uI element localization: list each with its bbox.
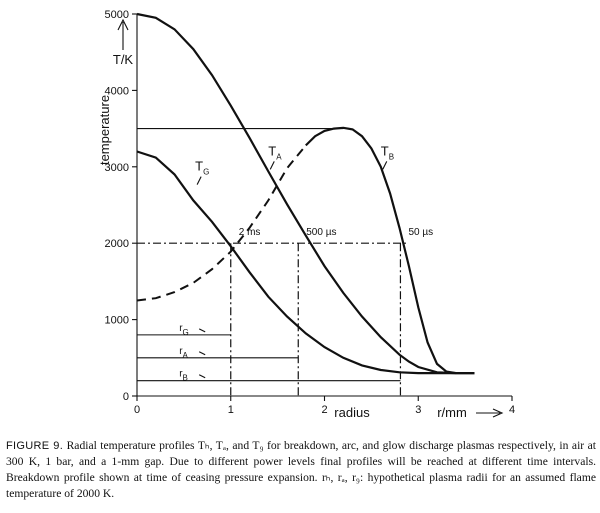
series-label: TB	[381, 143, 394, 161]
annotations	[137, 128, 409, 396]
y-tick-label: 5000	[105, 9, 129, 21]
y-tick-label: 4000	[105, 85, 129, 97]
series-line-tb-dashed	[136, 144, 307, 302]
y-axis-unit: T/K	[113, 52, 134, 67]
y-axis-label: temperature	[97, 95, 112, 165]
time-label: 2 ms	[239, 227, 261, 238]
x-unit-arrow	[476, 408, 504, 418]
time-label: 500 µs	[306, 227, 336, 238]
x-tick-label: 2	[321, 404, 327, 416]
labels: rG rA rB 2 ms 500 µs 50 µs TA TG TB	[179, 143, 433, 382]
series-label-leader	[196, 176, 202, 185]
y-tick-label: 1000	[105, 315, 129, 327]
x-tick-label: 3	[415, 404, 421, 416]
temperature-profile-chart: 0 1000 2000 3000 4000 5000 0 1 2 3 4 temperature T/K…	[97, 9, 515, 420]
series-line-ta	[136, 12, 475, 375]
y-tick-label: 3000	[105, 162, 129, 174]
radius-label-tick	[198, 351, 206, 356]
figure-caption: FIGURE 9. Radial temperature profiles Tₕ…	[6, 438, 596, 502]
radius-label: rB	[179, 369, 188, 383]
radius-label-tick	[198, 374, 206, 379]
series-label-leader	[382, 161, 388, 170]
x-axis-label: radius	[334, 405, 370, 420]
radius-label-tick	[198, 328, 206, 333]
series-line-tg	[136, 150, 475, 375]
series-label: TA	[268, 143, 282, 161]
x-tick-label: 4	[509, 404, 515, 416]
series-label-leader	[269, 161, 275, 170]
time-label: 50 µs	[408, 227, 433, 238]
caption-lead: FIGURE 9.	[6, 440, 64, 452]
axes: 0 1000 2000 3000 4000 5000 0 1 2 3 4 temperature T/K…	[97, 9, 515, 420]
y-unit-arrow	[117, 18, 129, 50]
caption-text: Radial temperature profiles Tₕ, Tₐ, and …	[6, 439, 596, 500]
radius-label: rA	[179, 346, 188, 360]
radius-label: rG	[179, 323, 189, 337]
series-label: TG	[195, 159, 209, 177]
y-tick-label: 2000	[105, 238, 129, 250]
x-tick-label: 1	[228, 404, 234, 416]
x-axis-unit: r/mm	[437, 405, 467, 420]
curves	[136, 12, 475, 375]
x-tick-label: 0	[134, 404, 140, 416]
series-line-tb	[305, 126, 456, 375]
y-tick-label: 0	[123, 391, 129, 403]
